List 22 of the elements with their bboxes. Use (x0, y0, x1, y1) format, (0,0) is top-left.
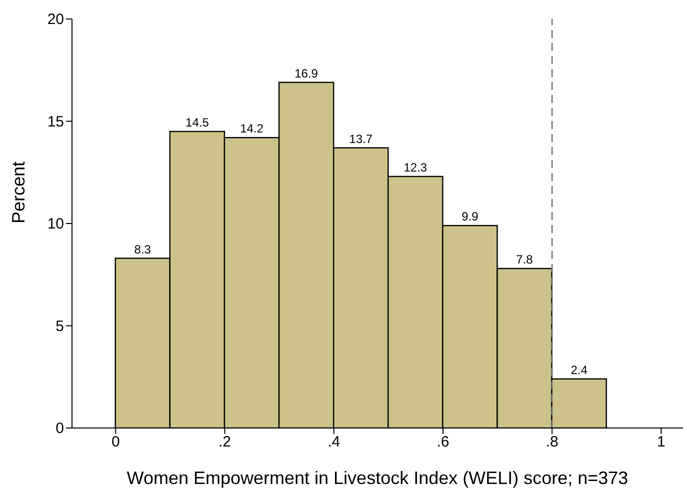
data-label: 7.8 (516, 252, 534, 266)
data-label: 16.9 (294, 66, 318, 80)
data-label: 8.3 (134, 242, 152, 256)
y-tick-label: 15 (47, 113, 64, 130)
data-label: 2.4 (570, 362, 588, 377)
x-tick-label: 0 (111, 434, 120, 451)
y-tick-label: 0 (56, 420, 64, 437)
data-label: 14.5 (186, 115, 210, 130)
x-tick-label: .6 (436, 434, 450, 451)
data-label: 12.3 (404, 160, 428, 174)
x-tick-label: .8 (546, 434, 558, 451)
y-tick-label: 10 (47, 216, 64, 232)
x-tick-label: .4 (328, 434, 340, 451)
x-tick-label: .2 (218, 434, 232, 451)
x-tick-label: 1 (657, 434, 666, 451)
y-tick-label: 20 (47, 11, 64, 28)
data-label: 13.7 (349, 132, 373, 146)
data-label: 14.2 (240, 122, 264, 136)
y-tick-label: 5 (56, 318, 64, 335)
x-axis-title: Women Empowerment in Livestock Index (WELI) score; n=373 (126, 468, 628, 488)
y-axis-title: Percent (8, 161, 28, 224)
data-label: 9.9 (462, 210, 479, 224)
